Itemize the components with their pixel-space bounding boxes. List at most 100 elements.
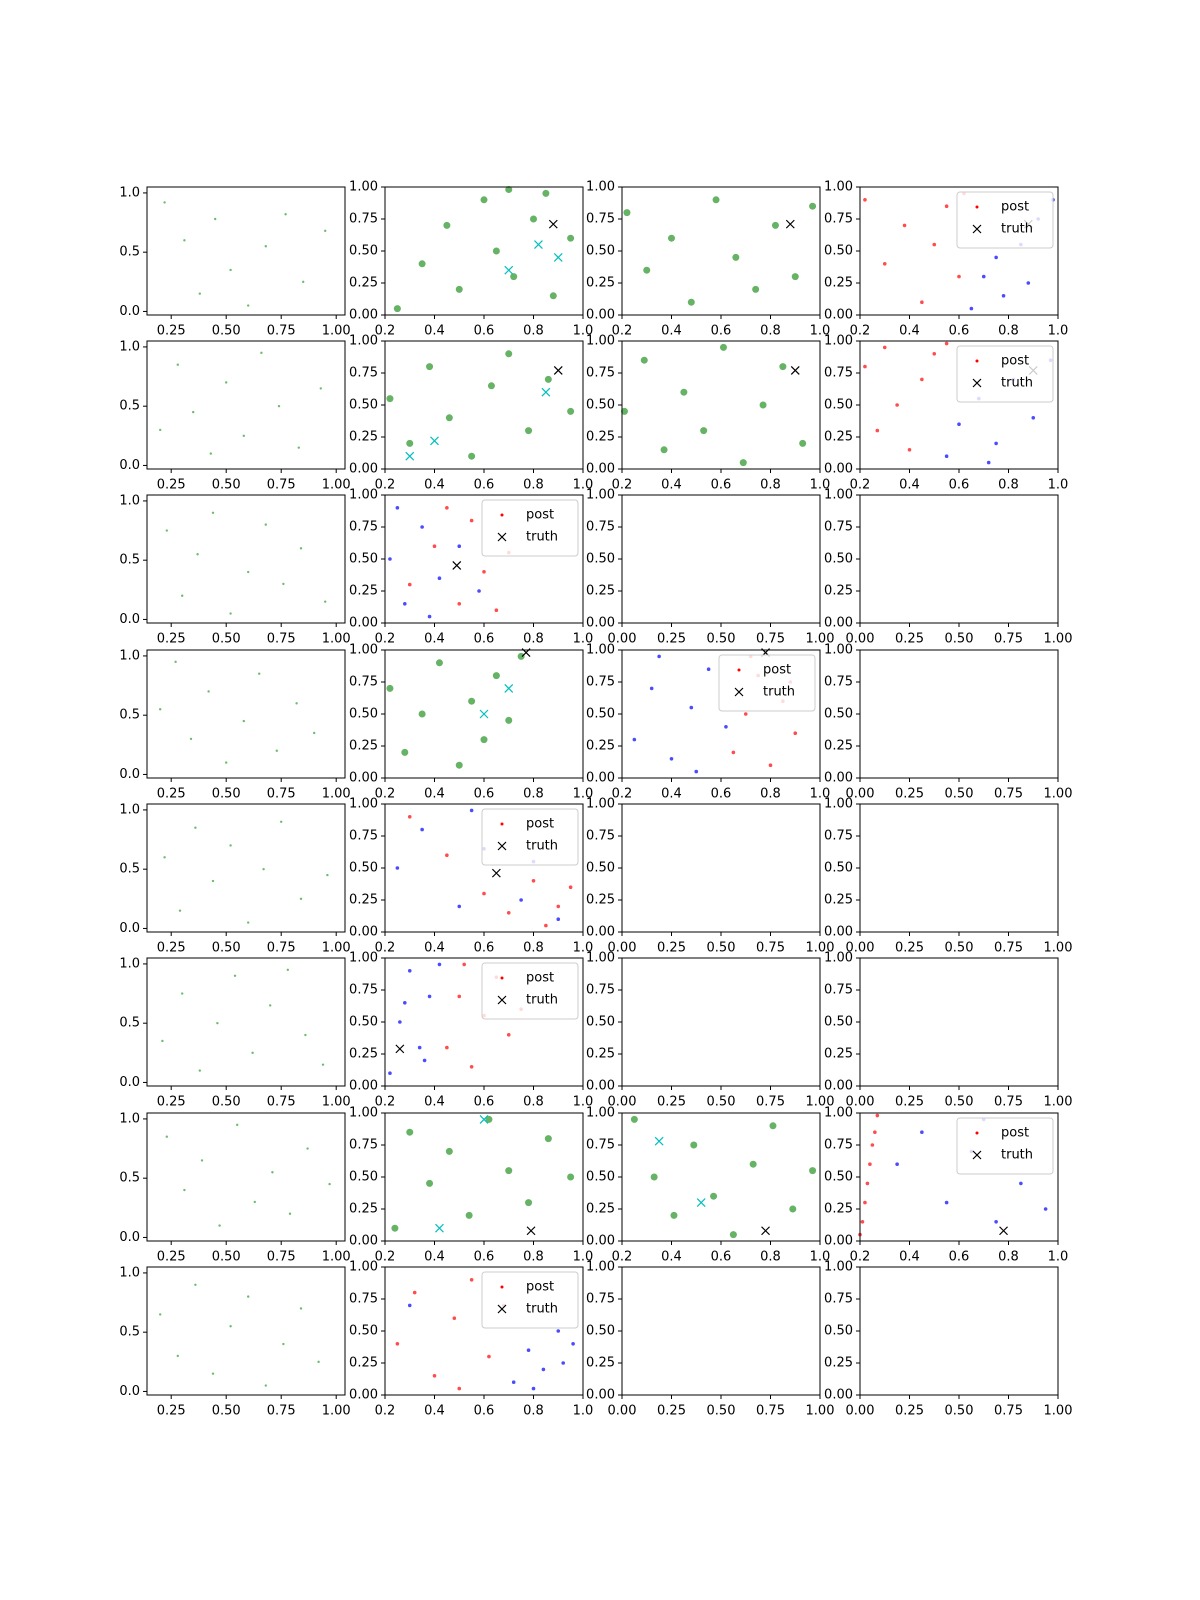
point <box>969 306 974 311</box>
point <box>468 697 476 705</box>
axes-frame <box>859 649 1059 779</box>
point <box>882 345 887 350</box>
y-tick-label: 0.75 <box>586 366 615 381</box>
y-tick-label: 0.50 <box>349 861 378 876</box>
point <box>264 1384 267 1387</box>
point <box>174 660 177 664</box>
x-tick-label: 0.6 <box>711 324 732 339</box>
x-tick-label: 0.4 <box>424 941 445 956</box>
point <box>401 748 409 756</box>
y-tick-label: 0.25 <box>824 1202 853 1217</box>
x-tick-label: 0.4 <box>899 478 920 493</box>
y-tick-label: 0.00 <box>349 462 378 477</box>
point <box>680 388 688 396</box>
point <box>161 1039 164 1043</box>
x-tick-label: 0.75 <box>756 1095 785 1110</box>
subplot: 0.25 0.50 0.75 1.00 0.0 0.5 1.0 <box>119 1111 350 1264</box>
subplot: 0.00 0.25 0.50 0.75 1.00 0.00 0.25 0.50 0.75 1.00 <box>824 488 1072 647</box>
x-tick-label: 0.50 <box>212 324 241 339</box>
point <box>660 446 668 454</box>
point <box>657 654 661 659</box>
point <box>282 1342 285 1346</box>
y-tick-label: 0.75 <box>586 520 615 535</box>
x-tick-label: 0.8 <box>760 478 781 493</box>
axes-frame <box>621 186 821 316</box>
subplot: 0.2 0.4 0.6 0.8 1.0 0.00 0.25 0.50 0.75 1.00 post t… <box>349 488 593 647</box>
point <box>242 719 245 723</box>
truth-marker <box>654 1136 664 1146</box>
y-tick-label: 0.75 <box>349 829 378 844</box>
point <box>328 1182 331 1186</box>
x-tick-label: 0.2 <box>375 478 396 493</box>
y-tick-label: 0.00 <box>586 1234 615 1249</box>
point <box>422 1058 427 1063</box>
x-tick-label: 0.50 <box>707 1404 736 1419</box>
point <box>159 428 162 432</box>
point <box>920 377 924 382</box>
y-tick-label: 0.25 <box>824 893 853 908</box>
point <box>236 1123 239 1127</box>
x-tick-label: 0.2 <box>612 478 633 493</box>
x-tick-label: 1.00 <box>1044 1404 1073 1419</box>
point <box>189 737 193 741</box>
point <box>457 1386 462 1391</box>
x-tick-label: 1.00 <box>1044 941 1073 956</box>
point <box>492 672 500 680</box>
point <box>181 992 184 995</box>
point <box>420 525 424 529</box>
point <box>791 273 799 281</box>
axes-frame <box>146 649 346 779</box>
point <box>986 460 991 465</box>
y-tick-label: 0.00 <box>586 771 615 786</box>
y-tick-label: 0.50 <box>824 552 853 567</box>
point <box>445 506 449 510</box>
legend-label: truth <box>526 839 558 854</box>
y-tick-label: 0.25 <box>349 276 378 291</box>
x-tick-label: 0.50 <box>945 632 974 647</box>
y-tick-label: 0.25 <box>349 430 378 445</box>
y-tick-label: 0.75 <box>824 983 853 998</box>
y-tick-label: 0.75 <box>586 1138 615 1153</box>
point <box>556 1329 561 1333</box>
point <box>194 826 197 829</box>
point <box>719 343 727 351</box>
point <box>407 815 412 819</box>
point <box>768 763 773 767</box>
point <box>1001 294 1006 298</box>
y-tick-label: 0.00 <box>586 462 615 477</box>
point <box>895 403 899 407</box>
point <box>541 1367 546 1372</box>
truth-marker <box>696 1198 706 1208</box>
y-tick-label: 0.25 <box>586 276 615 291</box>
truth-marker <box>999 1226 1008 1236</box>
x-tick-label: 1.0 <box>573 478 594 493</box>
x-tick-label: 0.2 <box>375 1250 396 1265</box>
y-tick-label: 0.75 <box>824 366 853 381</box>
x-tick-label: 0.00 <box>846 632 875 647</box>
point <box>407 1303 412 1308</box>
point <box>445 853 449 857</box>
y-tick-label: 0.00 <box>586 308 615 323</box>
y-tick-label: 1.0 <box>119 1265 140 1280</box>
point <box>455 761 463 769</box>
y-tick-label: 0.50 <box>349 1170 378 1185</box>
y-tick-label: 0.0 <box>119 304 140 319</box>
x-tick-label: 1.00 <box>322 1250 351 1265</box>
x-tick-label: 1.0 <box>810 478 831 493</box>
y-tick-label: 0.75 <box>824 212 853 227</box>
y-tick-label: 0.50 <box>349 1015 378 1030</box>
x-tick-label: 0.75 <box>994 1095 1023 1110</box>
subplot: 0.2 0.4 0.6 0.8 1.0 0.00 0.25 0.50 0.75 1.00 <box>349 334 593 493</box>
x-tick-label: 1.00 <box>322 787 351 802</box>
x-tick-label: 0.8 <box>760 1250 781 1265</box>
point <box>920 1130 924 1134</box>
y-tick-label: 0.50 <box>824 861 853 876</box>
axes-frame <box>621 340 821 470</box>
x-tick-label: 0.50 <box>707 632 736 647</box>
x-tick-label: 0.6 <box>949 324 970 339</box>
x-tick-label: 0.00 <box>846 941 875 956</box>
x-tick-label: 1.00 <box>322 1095 351 1110</box>
y-tick-label: 0.00 <box>824 1234 853 1249</box>
point <box>870 1143 875 1147</box>
y-tick-label: 0.50 <box>824 707 853 722</box>
